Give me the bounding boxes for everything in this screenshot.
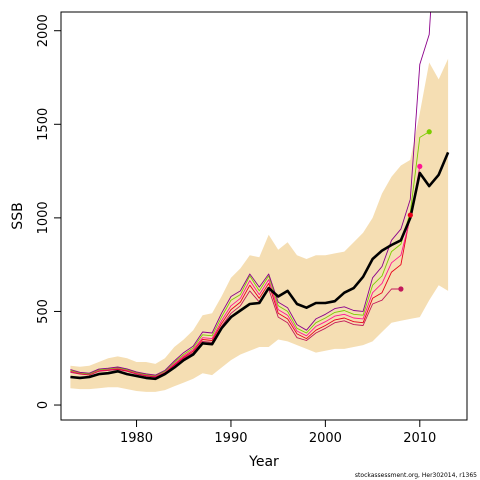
series-line-main [70,151,450,381]
x-axis: 1980 1990 2000 2010 [120,419,436,446]
x-tick-label: 2000 [309,431,342,446]
y-tick-label: 1500 [36,108,51,141]
endpoint-point-retro_2008 [398,286,404,292]
endpoint-point-retro_2011 [426,129,432,135]
y-tick-label: 500 [36,299,51,324]
series-line-retro_2011 [70,131,430,377]
confidence-band [70,58,449,392]
y-tick-label: 0 [36,401,51,409]
x-tick-label: 1980 [120,431,153,446]
y-axis: 0 500 1000 1500 2000 [36,14,62,409]
endpoint-markers [398,129,432,292]
x-axis-label: Year [248,454,279,470]
series-line-retro_2008 [70,288,401,378]
footer-note: stockassessment.org, Her302014, r1365 [355,472,477,479]
y-tick-label: 2000 [36,14,51,47]
confidence-band-area [70,58,449,392]
x-tick-label: 1990 [214,431,247,446]
endpoint-point-retro_2010 [417,163,423,170]
series-line-retro_2010 [70,166,421,377]
x-tick-label: 2010 [403,431,436,446]
series-layer [70,12,450,381]
y-tick-label: 1000 [36,201,51,234]
y-axis-label: SSB [10,202,26,229]
series-line-retro_2009 [70,215,411,378]
series-line-retro_2012 [70,12,432,376]
endpoint-point-retro_2009 [407,212,413,218]
